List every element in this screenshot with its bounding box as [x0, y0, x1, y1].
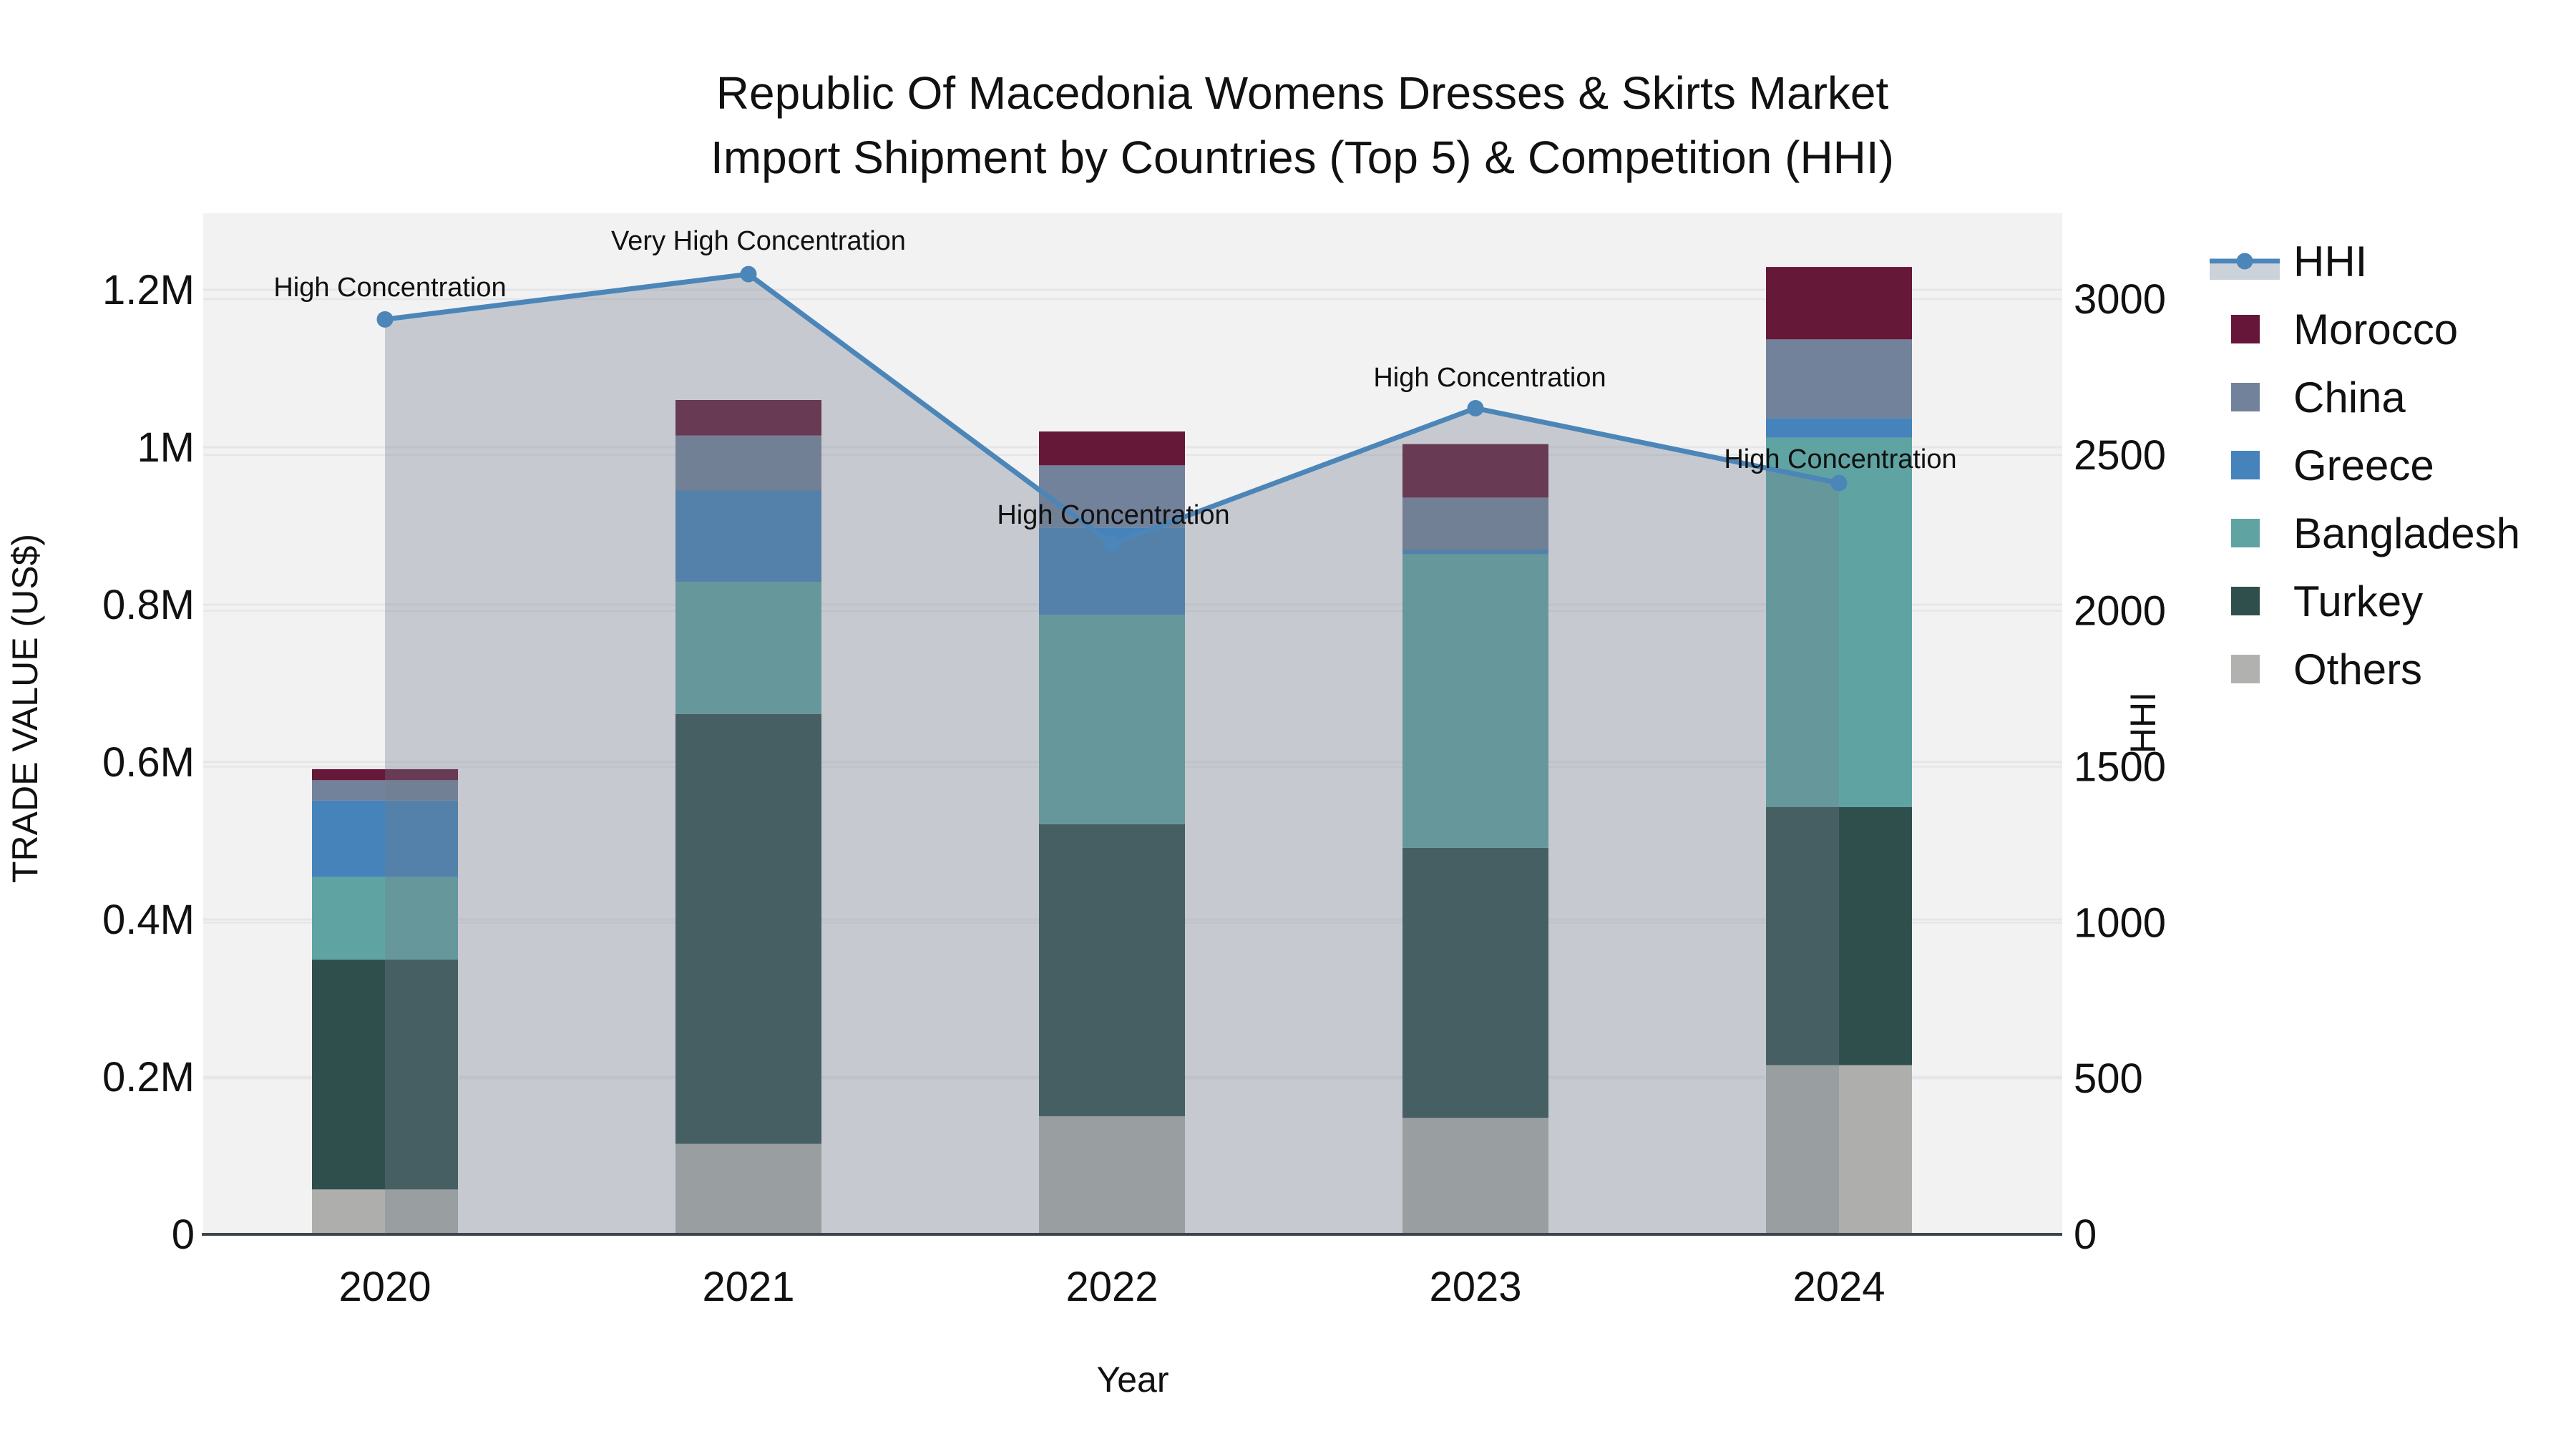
annotation-2024: High Concentration — [1724, 444, 1956, 474]
y-axis-right-ticks: 0 500 1000 1500 2000 2500 3000 — [2074, 276, 2166, 1258]
legend-swatch-morocco — [2231, 315, 2260, 343]
bar-segment-2023-greece[interactable] — [1402, 550, 1548, 555]
bar-segment-2022-bangladesh[interactable] — [1039, 615, 1185, 824]
y-axis-left-title: TRADE VALUE (US$) — [5, 534, 45, 883]
x-tick-label-2020: 2020 — [338, 1264, 431, 1310]
hhi-area-fill — [385, 274, 1839, 1234]
bar-segment-2024-greece[interactable] — [1766, 418, 1912, 438]
annotations: High Concentration Very High Concentratio… — [273, 226, 1956, 530]
bar-segment-2021-greece[interactable] — [675, 490, 821, 582]
legend-item-bangladesh[interactable]: Bangladesh — [2231, 509, 2520, 557]
legend-item-china[interactable]: China — [2231, 374, 2406, 421]
legend-fill-sample — [2210, 264, 2280, 280]
legend-swatch-greece — [2231, 451, 2260, 479]
bar-segment-2021-china[interactable] — [675, 435, 821, 491]
annotation-2022: High Concentration — [997, 500, 1229, 530]
legend-label: Greece — [2293, 441, 2434, 489]
bar-segment-2023-bangladesh[interactable] — [1402, 554, 1548, 848]
y-left-tick-label: 0.4M — [102, 897, 195, 943]
x-axis-title: Year — [1096, 1360, 1169, 1400]
legend-label: Morocco — [2293, 306, 2458, 353]
x-tick-label-2024: 2024 — [1792, 1264, 1885, 1310]
hhi-marker-2023[interactable] — [1467, 399, 1484, 416]
bar-segment-2024-others[interactable] — [1766, 1065, 1912, 1235]
bar-segment-2024-turkey[interactable] — [1766, 806, 1912, 1065]
y-right-tick-label: 0 — [2074, 1211, 2097, 1258]
y-left-tick-label: 1.2M — [102, 267, 195, 313]
y-left-tick-label: 1M — [137, 424, 195, 471]
legend-item-others[interactable]: Others — [2231, 645, 2422, 693]
legend-label: Others — [2293, 645, 2422, 693]
legend-label: China — [2293, 374, 2406, 421]
legend: HHI Morocco China Greece Bangladesh Turkey Oth… — [2210, 238, 2520, 693]
bar-segment-2021-others[interactable] — [675, 1143, 821, 1235]
y-right-tick-label: 3000 — [2074, 276, 2166, 323]
y-right-tick-label: 500 — [2074, 1055, 2143, 1102]
bar-segment-2023-others[interactable] — [1402, 1118, 1548, 1234]
bar-segment-2022-morocco[interactable] — [1039, 431, 1185, 466]
legend-label: Bangladesh — [2293, 509, 2520, 557]
hhi-marker-2024[interactable] — [1830, 474, 1848, 492]
bar-segment-2021-turkey[interactable] — [675, 713, 821, 1144]
legend-marker-icon — [2236, 253, 2253, 270]
bar-segment-2022-turkey[interactable] — [1039, 824, 1185, 1116]
legend-item-greece[interactable]: Greece — [2231, 441, 2434, 489]
annotation-2020: High Concentration — [273, 273, 506, 303]
x-tick-label-2023: 2023 — [1429, 1264, 1521, 1310]
legend-swatch-turkey — [2231, 587, 2260, 615]
legend-swatch-bangladesh — [2231, 519, 2260, 547]
legend-item-turkey[interactable]: Turkey — [2231, 577, 2423, 625]
bar-segment-2022-others[interactable] — [1039, 1116, 1185, 1234]
x-axis-ticks: 2020 2021 2022 2023 2024 — [338, 1264, 1885, 1310]
bar-segment-2020-greece[interactable] — [312, 800, 458, 877]
annotation-2023: High Concentration — [1373, 363, 1606, 393]
y-right-tick-label: 1000 — [2074, 899, 2166, 946]
y-axis-left-ticks: 0 0.2M 0.4M 0.6M 0.8M 1M 1.2M — [102, 267, 195, 1258]
bar-segment-2021-morocco[interactable] — [675, 400, 821, 436]
annotation-2021: Very High Concentration — [611, 226, 906, 256]
hhi-markers — [376, 265, 1848, 552]
bar-segment-2020-turkey[interactable] — [312, 960, 458, 1190]
y-axis-right-title: HHI — [2123, 692, 2163, 753]
y-left-tick-label: 0 — [172, 1211, 195, 1258]
hhi-marker-2021[interactable] — [740, 265, 757, 283]
bar-segment-2023-morocco[interactable] — [1402, 444, 1548, 498]
bar-segment-2020-bangladesh[interactable] — [312, 877, 458, 960]
legend-swatch-others — [2231, 655, 2260, 683]
bar-segment-2020-morocco[interactable] — [312, 769, 458, 781]
bar-segment-2020-china[interactable] — [312, 780, 458, 801]
y-left-tick-label: 0.2M — [102, 1054, 195, 1101]
bar-segment-2023-china[interactable] — [1402, 497, 1548, 550]
y-left-tick-label: 0.6M — [102, 739, 195, 786]
legend-item-morocco[interactable]: Morocco — [2231, 306, 2458, 353]
chart-title-line2: Import Shipment by Countries (Top 5) & C… — [711, 132, 1894, 183]
bar-segment-2024-morocco[interactable] — [1766, 267, 1912, 340]
bar-segment-2024-bangladesh[interactable] — [1766, 437, 1912, 807]
y-right-tick-label: 2500 — [2074, 432, 2166, 479]
stacked-bars — [312, 267, 1912, 1234]
y-right-tick-label: 1500 — [2074, 744, 2166, 791]
bar-segment-2020-others[interactable] — [312, 1189, 458, 1234]
chart-title-line1: Republic Of Macedonia Womens Dresses & S… — [716, 67, 1889, 119]
legend-swatch-china — [2231, 383, 2260, 411]
hhi-marker-2022[interactable] — [1103, 535, 1121, 552]
y-right-tick-label: 2000 — [2074, 588, 2166, 635]
bar-segment-2022-china[interactable] — [1039, 465, 1185, 528]
y-left-tick-label: 0.8M — [102, 582, 195, 628]
x-tick-label-2022: 2022 — [1065, 1264, 1158, 1310]
legend-label: HHI — [2293, 238, 2367, 286]
bar-segment-2024-china[interactable] — [1766, 339, 1912, 419]
x-tick-label-2021: 2021 — [702, 1264, 794, 1310]
bar-segment-2021-bangladesh[interactable] — [675, 582, 821, 714]
legend-label: Turkey — [2293, 577, 2423, 625]
legend-item-hhi[interactable]: HHI — [2210, 238, 2367, 286]
hhi-marker-2020[interactable] — [376, 311, 394, 328]
bar-segment-2023-turkey[interactable] — [1402, 847, 1548, 1118]
